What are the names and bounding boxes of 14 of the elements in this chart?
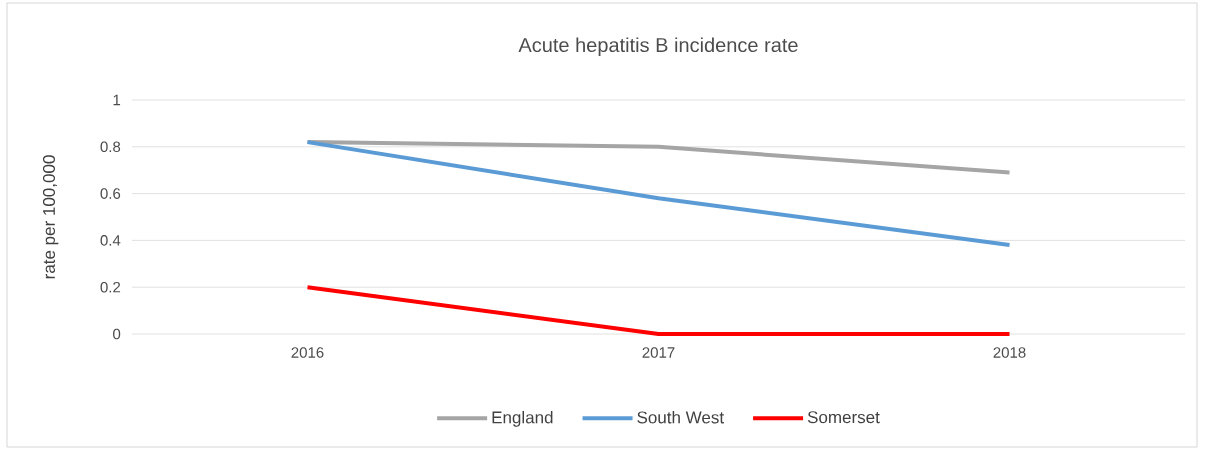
y-tick-label: 1 <box>113 94 121 106</box>
y-tick-label: 0 <box>113 328 121 340</box>
x-tick-label: 2016 <box>291 347 324 358</box>
y-tick-label: 0.8 <box>100 141 121 153</box>
x-tick-label: 2018 <box>993 347 1026 358</box>
y-tick-label: 0.2 <box>100 281 121 293</box>
y-tick-label: 0.4 <box>100 235 121 246</box>
legend-label: South West <box>637 410 724 424</box>
legend-label: England <box>492 410 553 427</box>
x-tick-label: 2017 <box>642 347 675 358</box>
legend-label: Somerset <box>807 411 880 424</box>
y-tick-label: 0.6 <box>100 188 121 199</box>
y-axis-title: rate per 100,000 <box>42 155 59 279</box>
chart-title: Acute hepatitis B incidence rate <box>518 37 798 57</box>
